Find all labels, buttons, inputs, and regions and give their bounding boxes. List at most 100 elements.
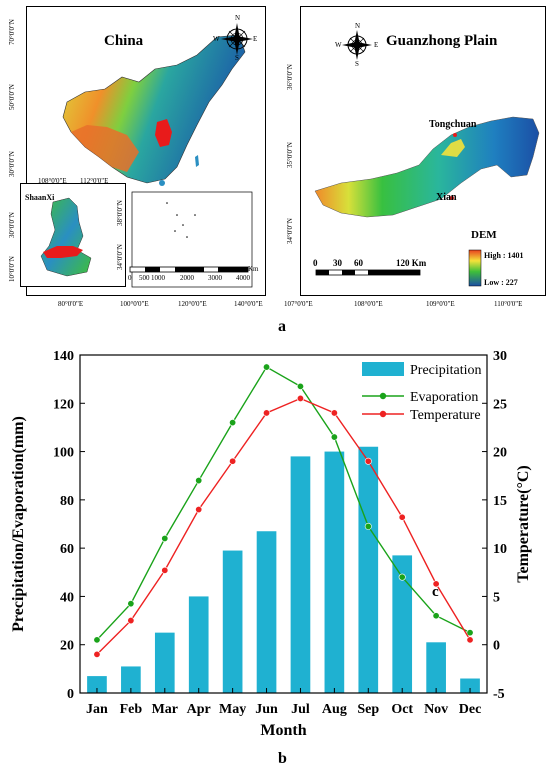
left-tick-label-120: 120 <box>53 397 74 412</box>
tongchuan-marker-icon <box>453 133 457 137</box>
temperature-point-dec <box>466 636 474 644</box>
china-x-tick-3: 120°0'0"E <box>178 300 207 308</box>
evaporation-point-jan <box>93 636 101 644</box>
x-tick-label-oct: Oct <box>391 702 413 717</box>
right-tick-label-0: 0 <box>493 639 500 654</box>
precipitation-bar-aug <box>324 451 345 693</box>
dem-legend-title: DEM <box>471 229 497 241</box>
left-tick-label-140: 140 <box>53 349 74 364</box>
legend-precipitation-label: Precipitation <box>410 363 482 378</box>
inset-left-tick-2: 10°0'0"N <box>8 256 16 282</box>
inset-x-tick-2: 112°0'0"E <box>80 177 109 185</box>
gz-scale-label-0: 0 <box>313 258 318 268</box>
gz-x-tick-2: 108°0'0"E <box>354 300 383 308</box>
legend-temperature-label: Temperature <box>410 408 481 423</box>
china-x-tick-2: 100°0'0"E <box>120 300 149 308</box>
precipitation-bar-apr <box>188 596 209 693</box>
shaanxi-inset-frame: ShaanXi <box>20 183 126 287</box>
gz-y-tick-3: 34°0'0"N <box>286 218 294 244</box>
x-tick-label-nov: Nov <box>424 702 448 717</box>
precipitation-bar-jul <box>290 456 311 693</box>
legend-temperature-marker <box>379 410 387 418</box>
gz-compass-s-label: S <box>355 60 359 68</box>
temperature-point-mar <box>161 566 169 574</box>
precipitation-bar-feb <box>121 666 141 693</box>
compass-e-label: E <box>253 35 258 43</box>
temperature-point-jul <box>296 394 304 402</box>
temperature-point-may <box>229 457 237 465</box>
tongchuan-lobe <box>441 139 465 157</box>
chart-legend: Precipitation Evaporation Temperature <box>362 362 482 423</box>
china-landmass <box>62 34 246 184</box>
xian-marker-icon <box>450 196 454 200</box>
plateau-region <box>71 125 139 172</box>
panel-a-label: a <box>278 318 286 335</box>
precipitation-bar-sep <box>358 446 379 693</box>
gz-y-tick-1: 36°0'0"N <box>286 64 294 90</box>
right-tick-label-20: 20 <box>493 446 507 461</box>
temperature-point-aug <box>330 409 338 417</box>
chart-axes: 0 20 40 60 80 100 120 140 -5 0 5 10 15 20 25 30 Jan Feb Ma… <box>10 349 532 739</box>
x-tick-label-sep: Sep <box>357 702 379 717</box>
precipitation-bar-may <box>222 550 243 693</box>
right-tick-label-10: 10 <box>493 542 507 557</box>
temperature-point-jun <box>263 409 271 417</box>
inset-x-tick-1: 108°0'0"E <box>38 177 67 185</box>
temperature-point-jan <box>93 650 101 658</box>
precipitation-bar-mar <box>154 632 175 693</box>
evaporation-point-oct <box>398 573 406 581</box>
left-tick-label-20: 20 <box>60 639 74 654</box>
china-x-tick-1: 80°0'0"E <box>58 300 84 308</box>
inset-left-tick-1: 30°0'0"N <box>8 212 16 238</box>
evaporation-point-mar <box>161 534 169 542</box>
china-scale-label-4: 3000 <box>208 274 222 282</box>
precipitation-bar-dec <box>460 678 480 693</box>
right-tick-label--5: -5 <box>493 687 505 702</box>
guanzhong-scale-bar <box>315 269 421 276</box>
precipitation-bar-jun <box>256 531 277 693</box>
china-scale-label-3: 2000 <box>180 274 194 282</box>
evaporation-line <box>96 366 471 641</box>
china-y-tick-2: 50°0'0"N <box>8 84 16 110</box>
china-scale-label-5: 4000 <box>236 274 250 282</box>
compass-rose-icon <box>221 23 253 55</box>
compass-s-label: S <box>235 54 239 62</box>
left-tick-label-100: 100 <box>53 446 74 461</box>
compass-rose-icon <box>342 30 372 60</box>
gz-scale-label-3: 120 Km <box>396 258 427 268</box>
gz-compass-n-label: N <box>355 22 361 30</box>
evaporation-point-nov <box>432 612 440 620</box>
hainan-island <box>159 180 165 186</box>
guanzhong-map-title: Guanzhong Plain <box>386 33 498 49</box>
evaporation-point-feb <box>127 600 135 608</box>
x-tick-label-aug: Aug <box>322 702 347 717</box>
legend-precipitation-swatch <box>362 362 404 376</box>
temperature-line <box>96 397 471 655</box>
left-tick-label-0: 0 <box>67 687 74 702</box>
x-tick-label-jul: Jul <box>291 702 310 717</box>
evaporation-point-dec <box>466 629 474 637</box>
left-tick-label-40: 40 <box>60 590 74 605</box>
gz-scale-label-2: 60 <box>354 258 363 268</box>
precipitation-bar-oct <box>392 555 413 693</box>
plot-frame <box>79 354 488 694</box>
temperature-point-oct <box>398 513 406 521</box>
shaanxi-inset-map <box>40 197 92 277</box>
y-axis-label-left: Precipitation/Evaporation(mm) <box>10 416 27 632</box>
inset-y-tick-2: 34°0'0"N <box>116 244 124 270</box>
climate-chart: 0 20 40 60 80 100 120 140 -5 0 5 10 15 20 25 30 Jan Feb Ma… <box>10 349 532 739</box>
legend-evaporation-label: Evaporation <box>410 390 478 405</box>
shaanxi-highlight <box>155 119 172 147</box>
china-x-tick-4: 140°0'0"E <box>234 300 263 308</box>
right-tick-label-15: 15 <box>493 494 507 509</box>
china-scale-label-0: 0 <box>128 274 132 282</box>
china-scale-bar <box>129 266 249 273</box>
evaporation-point-aug <box>330 433 338 441</box>
city-label-xian: Xian <box>436 192 457 203</box>
compass-n-label: N <box>235 14 241 22</box>
inset-y-tick-1: 38°0'0"N <box>116 200 124 226</box>
compass-w-label: W <box>213 35 220 43</box>
gz-x-tick-4: 110°0'0"E <box>494 300 523 308</box>
china-map-panel: China N S W E 70°0'0"N 50°0'0"N 30°0'0"N… <box>0 0 280 310</box>
panel-c-label: c <box>432 584 439 600</box>
